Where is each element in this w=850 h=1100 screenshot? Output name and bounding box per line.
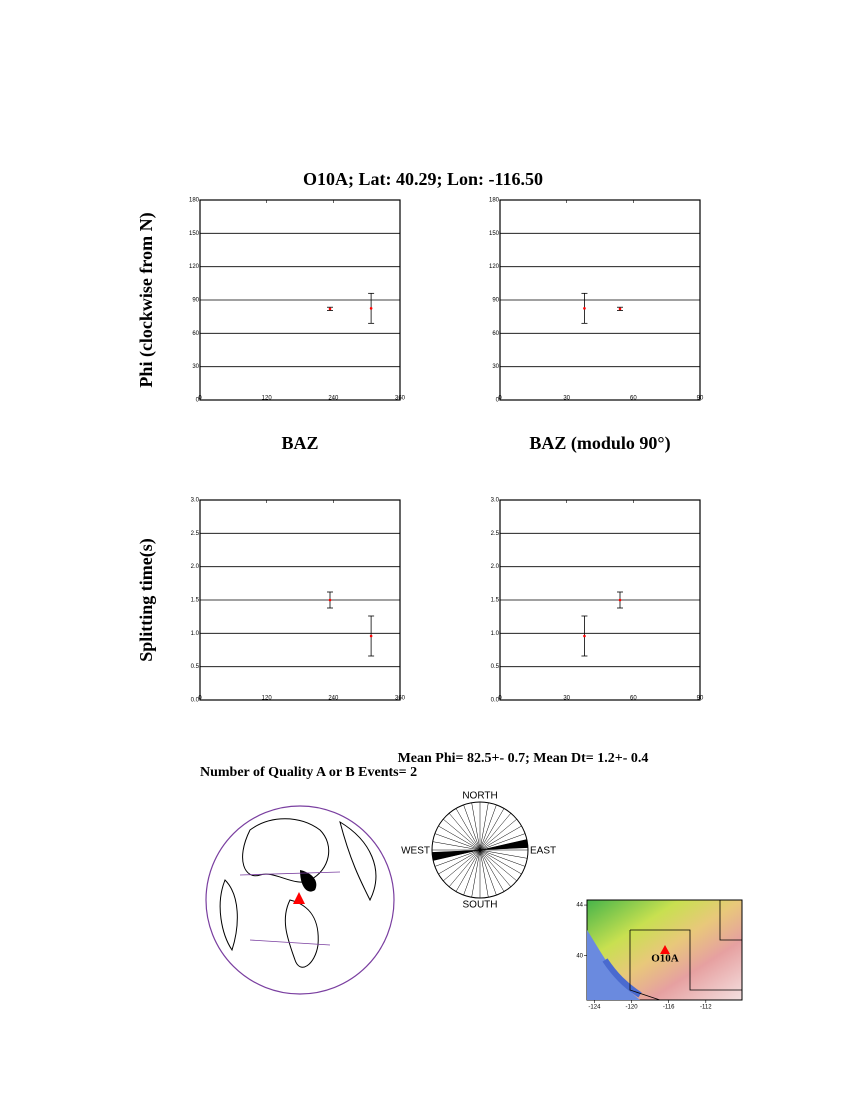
y-tick-label: 120 [489, 264, 500, 270]
station-label: O10A [651, 953, 679, 965]
globe [205, 805, 395, 995]
map-tick-label: -124 [588, 1005, 601, 1011]
x-axis-label: BAZ (modulo 90°) [529, 433, 670, 454]
map-tick-label: -116 [663, 1005, 675, 1011]
x-tick-label: 60 [630, 396, 637, 402]
y-tick-label: 30 [192, 364, 199, 370]
y-tick-label: 30 [492, 364, 499, 370]
data-point [583, 307, 586, 310]
title: O10A; Lat: 40.29; Lon: -116.50 [303, 169, 543, 189]
y-tick-label: 60 [492, 331, 499, 337]
plot-frame [499, 199, 701, 401]
y-tick-label: 0.5 [191, 664, 200, 670]
data-point [369, 634, 373, 638]
data-point [583, 634, 586, 638]
data-point [328, 307, 332, 311]
x-axis-label: BAZ [281, 433, 318, 453]
x-tick-label: 240 [328, 396, 339, 402]
data-point [618, 307, 622, 311]
y-tick-label: 1.5 [491, 598, 500, 604]
y-tick-label: 150 [489, 231, 500, 237]
x-tick-label: 120 [262, 696, 273, 702]
y-tick-label: 1.0 [491, 631, 500, 637]
y-tick-label: 2.0 [491, 564, 500, 570]
x-tick-label: 30 [563, 696, 570, 702]
x-tick-label: 30 [563, 396, 570, 402]
rose-petal [432, 850, 480, 861]
rose-diagram [431, 801, 529, 899]
map-tick-label: -112 [700, 1005, 712, 1011]
rose-label: SOUTH [463, 900, 498, 911]
x-tick-label: 240 [328, 696, 339, 702]
y-tick-label: 2.5 [491, 531, 500, 537]
rose-label: EAST [530, 846, 556, 857]
y-tick-label: 90 [192, 298, 199, 304]
plot-frame [199, 499, 401, 701]
y-tick-label: 2.5 [191, 531, 200, 537]
map-tick-label: 44 [576, 903, 583, 909]
y-tick-label: 90 [492, 298, 499, 304]
plot-frame [199, 199, 401, 401]
plot-frame [499, 499, 701, 701]
y-tick-label: 3.0 [191, 498, 200, 504]
y-axis-label: Phi (clockwise from N) [136, 212, 157, 387]
stats-line: Mean Phi= 82.5+- 0.7; Mean Dt= 1.2+- 0.4 [398, 751, 649, 766]
y-axis-label: Splitting time(s) [136, 538, 157, 662]
y-tick-label: 0.0 [191, 698, 200, 704]
y-tick-label: 0 [496, 398, 500, 404]
rose-label: WEST [401, 846, 430, 857]
rose-label: NORTH [462, 791, 497, 802]
y-tick-label: 2.0 [191, 564, 200, 570]
y-tick-label: 60 [192, 331, 199, 337]
x-tick-label: 60 [630, 696, 637, 702]
stats-line: Number of Quality A or B Events= 2 [200, 765, 417, 780]
x-tick-label: 120 [262, 396, 273, 402]
y-tick-label: 1.0 [191, 631, 200, 637]
regional-map [586, 899, 743, 1001]
map-tick-label: -120 [626, 1005, 639, 1011]
rose-petal [480, 839, 528, 850]
data-point [618, 598, 622, 602]
y-tick-label: 0 [196, 398, 200, 404]
y-tick-label: 150 [189, 231, 200, 237]
y-tick-label: 1.5 [191, 598, 200, 604]
data-point [328, 598, 332, 602]
y-tick-label: 180 [489, 198, 500, 204]
y-tick-label: 120 [189, 264, 200, 270]
y-tick-label: 180 [189, 198, 200, 204]
y-tick-label: 0.0 [491, 698, 500, 704]
map-tick-label: 40 [576, 953, 583, 959]
y-tick-label: 0.5 [491, 664, 500, 670]
data-point [369, 307, 373, 310]
y-tick-label: 3.0 [491, 498, 500, 504]
